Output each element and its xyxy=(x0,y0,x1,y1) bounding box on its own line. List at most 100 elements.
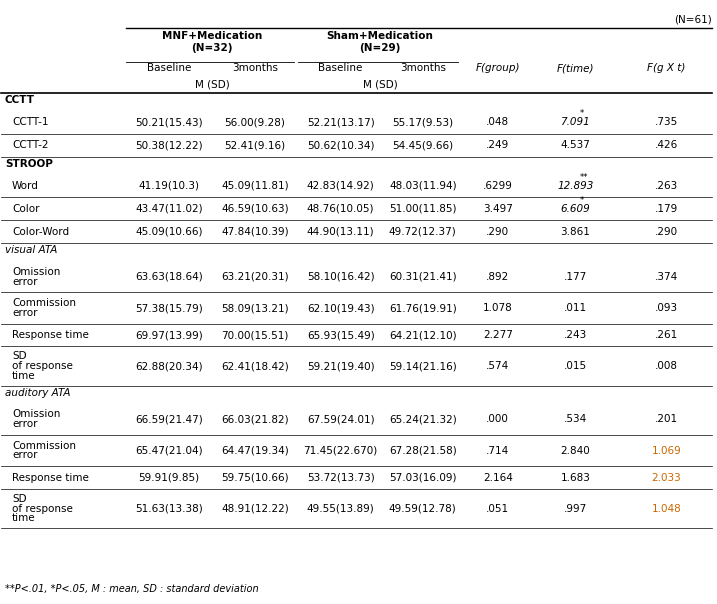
Text: 49.72(12.37): 49.72(12.37) xyxy=(389,226,457,237)
Text: 57.03(16.09): 57.03(16.09) xyxy=(389,472,457,483)
Text: auditory ATA: auditory ATA xyxy=(5,388,70,398)
Text: 3.861: 3.861 xyxy=(560,226,590,237)
Text: .374: .374 xyxy=(655,272,678,281)
Text: **P<.01, *P<.05, M : mean, SD : standard deviation: **P<.01, *P<.05, M : mean, SD : standard… xyxy=(5,585,259,594)
Text: 62.41(18.42): 62.41(18.42) xyxy=(221,361,289,371)
Text: .179: .179 xyxy=(655,204,678,214)
Text: 67.59(24.01): 67.59(24.01) xyxy=(307,414,374,424)
Text: error: error xyxy=(12,308,37,318)
Text: Color: Color xyxy=(12,204,39,214)
Text: Sham+Medication
(N=29): Sham+Medication (N=29) xyxy=(326,31,433,53)
Text: .6299: .6299 xyxy=(483,181,513,191)
Text: Word: Word xyxy=(12,181,39,191)
Text: 2.840: 2.840 xyxy=(561,446,590,455)
Text: CCTT-2: CCTT-2 xyxy=(12,140,49,150)
Text: 41.19(10.3): 41.19(10.3) xyxy=(138,181,200,191)
Text: Response time: Response time xyxy=(12,330,89,340)
Text: 48.76(10.05): 48.76(10.05) xyxy=(307,204,374,214)
Text: 65.24(21.32): 65.24(21.32) xyxy=(389,414,457,424)
Text: 53.72(13.73): 53.72(13.73) xyxy=(307,472,374,483)
Text: 3months: 3months xyxy=(400,63,446,73)
Text: 51.63(13.38): 51.63(13.38) xyxy=(136,504,203,513)
Text: Color-Word: Color-Word xyxy=(12,226,70,237)
Text: 58.10(16.42): 58.10(16.42) xyxy=(307,272,374,281)
Text: of response: of response xyxy=(12,361,73,371)
Text: 1.683: 1.683 xyxy=(560,472,590,483)
Text: CCTT: CCTT xyxy=(5,95,35,105)
Text: 67.28(21.58): 67.28(21.58) xyxy=(389,446,457,455)
Text: F(time): F(time) xyxy=(556,63,594,73)
Text: 1.048: 1.048 xyxy=(652,504,681,513)
Text: *: * xyxy=(579,196,584,205)
Text: Baseline: Baseline xyxy=(318,63,363,73)
Text: M (SD): M (SD) xyxy=(195,80,229,89)
Text: visual ATA: visual ATA xyxy=(5,245,57,255)
Text: 69.97(13.99): 69.97(13.99) xyxy=(136,330,203,340)
Text: .201: .201 xyxy=(655,414,678,424)
Text: .735: .735 xyxy=(655,117,678,127)
Text: 66.59(21.47): 66.59(21.47) xyxy=(136,414,203,424)
Text: 4.537: 4.537 xyxy=(560,140,590,150)
Text: 50.21(15.43): 50.21(15.43) xyxy=(136,117,203,127)
Text: Commission: Commission xyxy=(12,441,76,451)
Text: 1.078: 1.078 xyxy=(483,303,513,313)
Text: (N=61): (N=61) xyxy=(674,14,712,25)
Text: 46.59(10.63): 46.59(10.63) xyxy=(221,204,289,214)
Text: 71.45(22.670): 71.45(22.670) xyxy=(303,446,378,455)
Text: .290: .290 xyxy=(655,226,678,237)
Text: 48.03(11.94): 48.03(11.94) xyxy=(389,181,457,191)
Text: 56.00(9.28): 56.00(9.28) xyxy=(224,117,285,127)
Text: 42.83(14.92): 42.83(14.92) xyxy=(307,181,374,191)
Text: .093: .093 xyxy=(655,303,678,313)
Text: 1.069: 1.069 xyxy=(652,446,681,455)
Text: Omission: Omission xyxy=(12,267,60,277)
Text: 60.31(21.41): 60.31(21.41) xyxy=(389,272,457,281)
Text: 54.45(9.66): 54.45(9.66) xyxy=(392,140,453,150)
Text: 2.277: 2.277 xyxy=(483,330,513,340)
Text: 49.59(12.78): 49.59(12.78) xyxy=(389,504,457,513)
Text: .000: .000 xyxy=(486,414,509,424)
Text: of response: of response xyxy=(12,504,73,513)
Text: 52.41(9.16): 52.41(9.16) xyxy=(224,140,285,150)
Text: 49.55(13.89): 49.55(13.89) xyxy=(307,504,374,513)
Text: STROOP: STROOP xyxy=(5,159,53,169)
Text: 57.38(15.79): 57.38(15.79) xyxy=(136,303,203,313)
Text: **: ** xyxy=(579,173,588,182)
Text: 45.09(10.66): 45.09(10.66) xyxy=(136,226,203,237)
Text: CCTT-1: CCTT-1 xyxy=(12,117,49,127)
Text: 51.00(11.85): 51.00(11.85) xyxy=(389,204,457,214)
Text: 66.03(21.82): 66.03(21.82) xyxy=(221,414,289,424)
Text: SD: SD xyxy=(12,494,27,504)
Text: .426: .426 xyxy=(655,140,678,150)
Text: .263: .263 xyxy=(655,181,678,191)
Text: .249: .249 xyxy=(486,140,509,150)
Text: error: error xyxy=(12,451,37,460)
Text: 43.47(11.02): 43.47(11.02) xyxy=(136,204,203,214)
Text: 65.47(21.04): 65.47(21.04) xyxy=(136,446,203,455)
Text: 63.63(18.64): 63.63(18.64) xyxy=(136,272,203,281)
Text: time: time xyxy=(12,513,36,523)
Text: 62.88(20.34): 62.88(20.34) xyxy=(136,361,203,371)
Text: 59.75(10.66): 59.75(10.66) xyxy=(221,472,289,483)
Text: .015: .015 xyxy=(564,361,587,371)
Text: Response time: Response time xyxy=(12,472,89,483)
Text: .048: .048 xyxy=(486,117,509,127)
Text: .243: .243 xyxy=(564,330,587,340)
Text: 59.14(21.16): 59.14(21.16) xyxy=(389,361,457,371)
Text: .177: .177 xyxy=(564,272,587,281)
Text: 58.09(13.21): 58.09(13.21) xyxy=(221,303,289,313)
Text: 45.09(11.81): 45.09(11.81) xyxy=(221,181,289,191)
Text: 12.893: 12.893 xyxy=(557,181,594,191)
Text: 6.609: 6.609 xyxy=(561,204,590,214)
Text: 2.033: 2.033 xyxy=(652,472,681,483)
Text: F(group): F(group) xyxy=(475,63,520,73)
Text: *: * xyxy=(579,109,584,118)
Text: .714: .714 xyxy=(486,446,509,455)
Text: M (SD): M (SD) xyxy=(363,80,397,89)
Text: .290: .290 xyxy=(486,226,509,237)
Text: .011: .011 xyxy=(564,303,587,313)
Text: .574: .574 xyxy=(486,361,509,371)
Text: MNF+Medication
(N=32): MNF+Medication (N=32) xyxy=(162,31,262,53)
Text: 52.21(13.17): 52.21(13.17) xyxy=(307,117,374,127)
Text: 55.17(9.53): 55.17(9.53) xyxy=(392,117,453,127)
